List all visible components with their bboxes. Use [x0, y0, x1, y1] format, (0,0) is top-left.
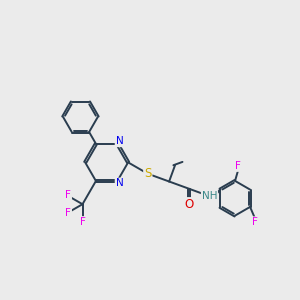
Text: N: N: [116, 178, 123, 188]
Text: F: F: [236, 161, 241, 171]
Text: F: F: [252, 217, 258, 227]
Text: N: N: [116, 136, 123, 146]
Text: O: O: [185, 198, 194, 211]
Text: F: F: [65, 190, 71, 200]
Text: NH: NH: [202, 191, 217, 201]
Text: F: F: [80, 217, 85, 227]
Text: F: F: [65, 208, 71, 218]
Text: S: S: [144, 167, 152, 180]
